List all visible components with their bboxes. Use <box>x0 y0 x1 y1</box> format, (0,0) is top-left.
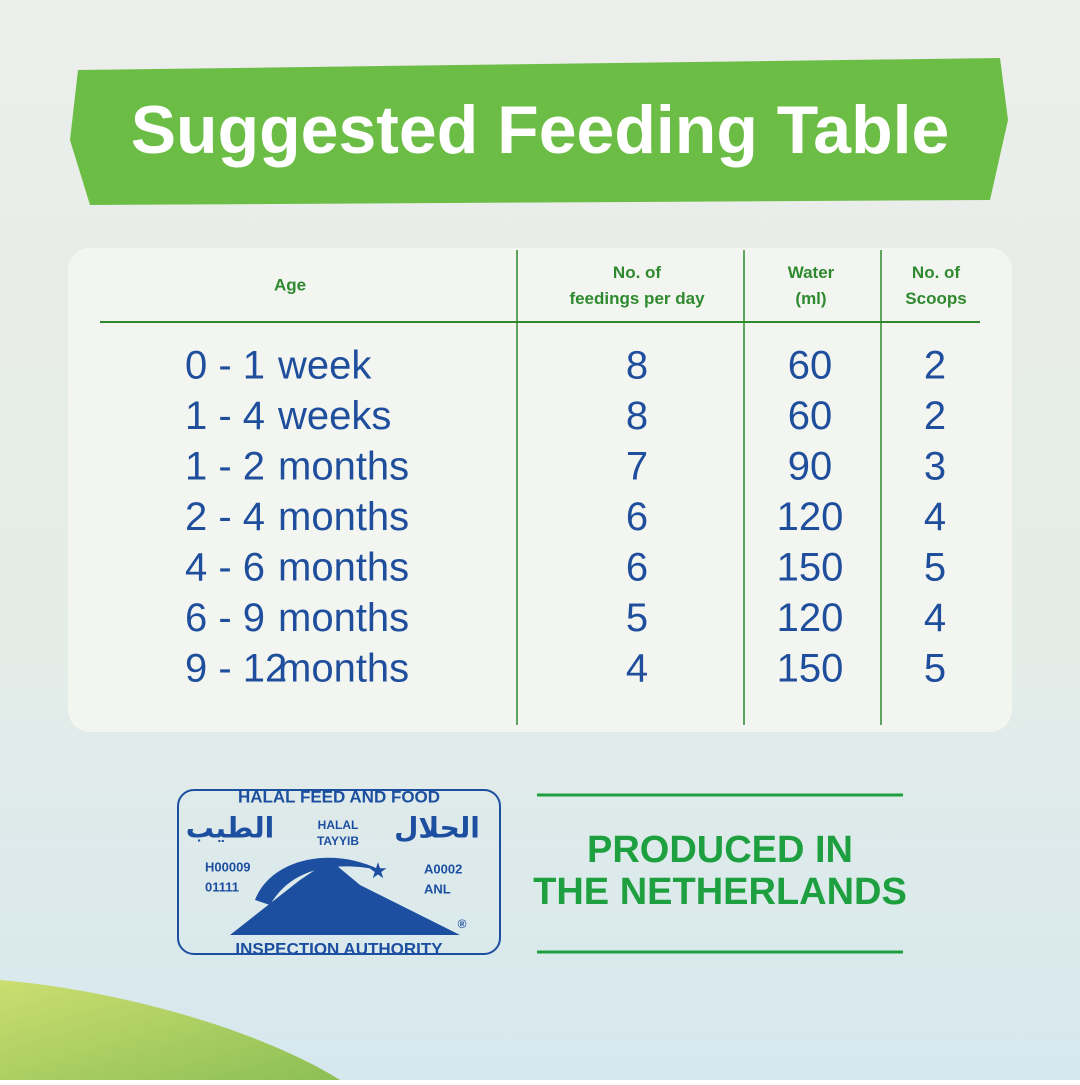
table-cell: 7 <box>626 445 648 489</box>
table-cell: 150 <box>777 647 844 691</box>
logo-text: الطيب <box>186 812 274 843</box>
table-cell: 6 - 9 <box>185 596 265 640</box>
table-cell: months <box>278 445 409 489</box>
column-header: No. of Scoops <box>905 263 966 308</box>
header-line: Water <box>788 263 835 282</box>
table-cell: 6 <box>626 495 648 539</box>
header-line: Scoops <box>905 289 966 308</box>
table-cell: 90 <box>788 445 833 489</box>
table-cell: 2 - 4 <box>185 495 265 539</box>
column-rules <box>516 250 882 725</box>
table-cell: 5 <box>924 647 946 691</box>
logo-text: ® <box>458 917 467 931</box>
column-header: No. of feedings per day <box>569 263 705 308</box>
table-cell: 1 - 2 <box>185 445 265 489</box>
title: Suggested Feeding Table <box>131 92 950 168</box>
table-cell: weeks <box>277 394 391 438</box>
logo-text: TAYYIB <box>317 834 359 848</box>
table-cell: 60 <box>788 394 833 438</box>
table-cell: 9 - 12 <box>185 647 287 691</box>
logo-mountain <box>230 860 460 935</box>
logo-text: HALAL <box>318 818 359 832</box>
table-cell: 120 <box>777 596 844 640</box>
table: Age No. of feedings per day Water (ml) No. of… <box>185 263 967 690</box>
header-line: (ml) <box>795 289 826 308</box>
logo-text: H00009 <box>205 859 251 874</box>
origin-line: THE NETHERLANDS <box>533 871 907 913</box>
table-cell: months <box>278 596 409 640</box>
leaf <box>0 980 340 1080</box>
table-cell: 8 <box>626 394 648 438</box>
table-cell: 2 <box>924 344 946 388</box>
table-cell: 5 <box>924 546 946 590</box>
logo-star: ★ <box>368 858 388 883</box>
logo-crescent <box>255 857 380 905</box>
table-cell: months <box>278 647 409 691</box>
table-cell: 6 <box>626 546 648 590</box>
table-cell: 3 <box>924 445 946 489</box>
logo-text: A0002 <box>424 861 462 876</box>
header-line: No. of <box>613 263 661 282</box>
logo-text: ANL <box>424 881 451 896</box>
table-card <box>68 248 1012 732</box>
logo-text: INSPECTION AUTHORITY <box>235 939 443 958</box>
logo-text: HALAL FEED AND FOOD <box>238 787 440 806</box>
logo-text: 01111 <box>205 879 239 894</box>
table-cell: 60 <box>788 344 833 388</box>
table-cell: months <box>278 546 409 590</box>
table-cell: 4 - 6 <box>185 546 265 590</box>
origin-line: PRODUCED IN <box>587 829 853 871</box>
table-cell: week <box>277 344 372 388</box>
table-cell: 120 <box>777 495 844 539</box>
table-cell: 1 - 4 <box>185 394 265 438</box>
table-cell: 4 <box>626 647 648 691</box>
column-header: Water (ml) <box>788 263 835 308</box>
table-cell: 8 <box>626 344 648 388</box>
table-cell: 0 - 1 <box>185 344 265 388</box>
table-cell: 2 <box>924 394 946 438</box>
column-header: Age <box>274 275 306 294</box>
header-line: No. of <box>912 263 960 282</box>
table-cell: 4 <box>924 596 946 640</box>
logo-frame <box>177 789 501 955</box>
logo-text: الحلال <box>394 812 480 843</box>
title-banner <box>70 58 1008 205</box>
table-cell: 4 <box>924 495 946 539</box>
table-cell: months <box>278 495 409 539</box>
table-cell: 5 <box>626 596 648 640</box>
table-cell: 150 <box>777 546 844 590</box>
header-line: feedings per day <box>569 289 705 308</box>
